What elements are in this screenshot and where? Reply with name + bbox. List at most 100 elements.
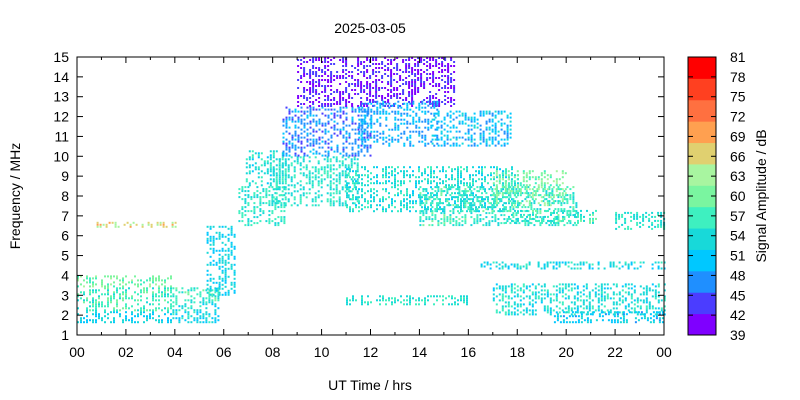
heatmap-cell bbox=[406, 106, 409, 109]
heatmap-cell bbox=[449, 126, 452, 129]
heatmap-cell bbox=[429, 97, 432, 99]
heatmap-cell bbox=[542, 190, 545, 193]
heatmap-cell bbox=[491, 112, 494, 115]
heatmap-cell bbox=[336, 71, 339, 73]
heatmap-cell bbox=[660, 213, 663, 216]
heatmap-cell bbox=[247, 220, 250, 223]
heatmap-cell bbox=[329, 200, 332, 203]
heatmap-cell bbox=[345, 99, 348, 101]
heatmap-cell bbox=[309, 106, 312, 109]
heatmap-cell bbox=[315, 138, 318, 141]
heatmap-cell bbox=[241, 190, 244, 193]
heatmap-cell bbox=[379, 132, 382, 135]
heatmap-cell bbox=[402, 103, 405, 105]
heatmap-cell bbox=[469, 184, 471, 187]
heatmap-cell bbox=[104, 305, 106, 308]
heatmap-cell bbox=[352, 188, 354, 191]
heatmap-cell bbox=[86, 321, 88, 324]
heatmap-cell bbox=[429, 103, 432, 105]
heatmap-cell bbox=[205, 303, 208, 306]
heatmap-cell bbox=[525, 295, 528, 298]
heatmap-cell bbox=[431, 134, 434, 137]
heatmap-cell bbox=[253, 194, 256, 197]
heatmap-cell bbox=[110, 277, 112, 280]
heatmap-cell bbox=[104, 309, 106, 312]
heatmap-cell bbox=[158, 275, 160, 278]
heatmap-cell bbox=[575, 224, 578, 227]
heatmap-cell bbox=[551, 188, 554, 191]
heatmap-cell bbox=[450, 105, 453, 107]
heatmap-cell bbox=[378, 89, 381, 91]
heatmap-cell bbox=[417, 63, 420, 65]
heatmap-cell bbox=[545, 194, 548, 197]
heatmap-cell bbox=[411, 69, 414, 71]
heatmap-cell bbox=[317, 194, 320, 197]
heatmap-cell bbox=[80, 291, 82, 294]
heatmap-cell bbox=[312, 95, 315, 97]
heatmap-cell bbox=[645, 289, 648, 292]
heatmap-cell bbox=[553, 209, 555, 212]
heatmap-cell bbox=[494, 130, 497, 133]
heatmap-cell bbox=[509, 192, 512, 195]
heatmap-cell bbox=[382, 182, 384, 185]
heatmap-cell bbox=[481, 186, 483, 189]
heatmap-cell bbox=[546, 309, 549, 312]
heatmap-cell bbox=[158, 285, 160, 288]
heatmap-cell bbox=[285, 118, 288, 121]
heatmap-cell bbox=[369, 65, 372, 67]
heatmap-cell bbox=[250, 210, 253, 213]
heatmap-cell bbox=[205, 313, 208, 316]
heatmap-cell bbox=[446, 216, 449, 219]
heatmap-cell bbox=[485, 138, 488, 141]
heatmap-cell bbox=[579, 305, 582, 308]
heatmap-cell bbox=[406, 295, 408, 298]
heatmap-cell bbox=[586, 319, 589, 322]
heatmap-cell bbox=[627, 305, 630, 308]
heatmap-cell bbox=[282, 120, 285, 123]
heatmap-cell bbox=[370, 194, 372, 197]
heatmap-cell bbox=[297, 71, 300, 73]
heatmap-cell bbox=[530, 192, 533, 195]
heatmap-cell bbox=[137, 293, 139, 296]
heatmap-cell bbox=[500, 190, 503, 193]
heatmap-cell bbox=[546, 178, 549, 181]
heatmap-cell bbox=[501, 261, 504, 264]
heatmap-cell bbox=[330, 63, 333, 65]
heatmap-cell bbox=[479, 196, 482, 199]
heatmap-cell bbox=[385, 176, 387, 179]
heatmap-cell bbox=[339, 116, 342, 119]
heatmap-cell bbox=[381, 61, 384, 63]
heatmap-cell bbox=[92, 301, 94, 304]
heatmap-cell bbox=[134, 291, 136, 294]
heatmap-cell bbox=[560, 188, 563, 191]
heatmap-cell bbox=[545, 192, 548, 195]
heatmap-cell bbox=[329, 182, 332, 185]
heatmap-cell bbox=[101, 281, 103, 284]
heatmap-cell bbox=[172, 313, 175, 316]
heatmap-cell bbox=[326, 160, 329, 163]
heatmap-cell bbox=[451, 184, 453, 187]
heatmap-cell bbox=[561, 172, 564, 175]
heatmap-cell bbox=[345, 124, 348, 127]
heatmap-cell bbox=[435, 97, 438, 99]
heatmap-cell bbox=[125, 305, 127, 308]
heatmap-cell bbox=[522, 178, 525, 181]
heatmap-cell bbox=[119, 279, 121, 282]
heatmap-cell bbox=[502, 170, 504, 173]
y-tick-label: 11 bbox=[54, 128, 69, 144]
heatmap-cell bbox=[411, 85, 414, 87]
heatmap-cell bbox=[89, 289, 91, 292]
heatmap-cell bbox=[455, 222, 458, 225]
heatmap-cell bbox=[366, 148, 369, 151]
heatmap-cell bbox=[209, 227, 212, 230]
heatmap-cell bbox=[543, 289, 546, 292]
heatmap-cell bbox=[634, 317, 637, 320]
heatmap-cell bbox=[158, 287, 160, 290]
heatmap-cell bbox=[572, 198, 575, 201]
heatmap-cell bbox=[645, 309, 648, 312]
heatmap-cell bbox=[360, 128, 363, 131]
heatmap-cell bbox=[660, 307, 663, 310]
heatmap-cell bbox=[155, 299, 157, 302]
heatmap-cell bbox=[504, 170, 507, 173]
heatmap-cell bbox=[476, 214, 479, 217]
